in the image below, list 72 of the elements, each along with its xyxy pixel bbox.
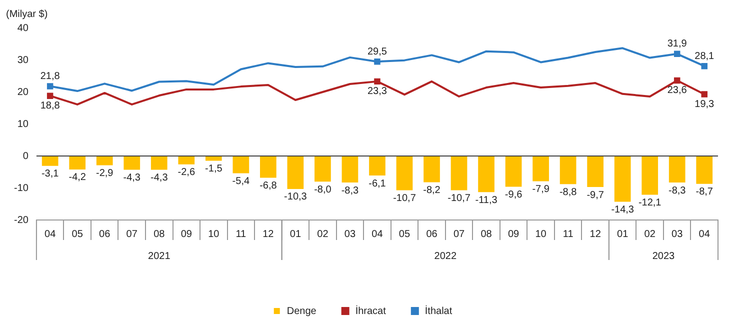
data-label: -6,1: [368, 178, 386, 190]
data-label: 19,3: [694, 98, 715, 110]
y-tick-label: -20: [14, 214, 29, 226]
x-tick-label: 11: [562, 228, 574, 240]
data-label: -4,3: [150, 172, 168, 184]
x-tick-label: 10: [535, 228, 547, 240]
data-label: -14,3: [611, 204, 634, 216]
data-label: -8,2: [423, 184, 441, 196]
data-label: 28,1: [694, 50, 715, 62]
y-axis-title: (Milyar $): [6, 8, 48, 20]
x-tick-label: 08: [154, 228, 166, 240]
data-label: 23,3: [367, 86, 388, 98]
data-label: -10,7: [448, 192, 471, 204]
data-label: -10,3: [284, 192, 308, 203]
data-label: -1,5: [205, 164, 223, 175]
x-tick-label: 07: [126, 228, 138, 240]
data-label: -9,7: [586, 190, 604, 201]
data-label: -3,1: [41, 168, 60, 180]
data-label: -11,3: [475, 194, 498, 206]
text: 2023: [652, 250, 676, 262]
data-label: -8,0: [314, 184, 332, 196]
x-tick-label: 09: [180, 228, 192, 240]
data-label: -2,6: [178, 167, 196, 178]
x-tick-label: 06: [426, 228, 438, 240]
x-tick-label: 05: [398, 228, 410, 240]
y-tick-label: 30: [17, 54, 29, 66]
data-label: -8,3: [341, 185, 360, 196]
data-label: -4,3: [123, 172, 141, 184]
x-tick-label: 02: [644, 228, 656, 240]
data-label: -6,8: [260, 180, 278, 192]
x-tick-label: 09: [508, 228, 520, 240]
x-tick-label: 07: [453, 228, 466, 240]
x-tick-label: 12: [262, 228, 274, 240]
legend-label: İthalat: [424, 304, 452, 317]
data-label: -7,9: [532, 184, 550, 196]
x-tick-label: 03: [672, 228, 684, 240]
data-label: -2,9: [96, 168, 114, 180]
legend-label: İhracat: [355, 304, 386, 317]
data-label: 23,6: [667, 85, 688, 96]
legend-label: Denge: [286, 306, 317, 317]
x-tick-label: 03: [344, 228, 356, 240]
text: 2022: [434, 250, 457, 262]
data-label: -5,4: [232, 176, 250, 188]
data-label: -12,1: [638, 197, 662, 208]
data-label: 21,8: [40, 70, 60, 82]
x-tick-label: 10: [208, 228, 220, 240]
y-tick-label: 20: [17, 86, 29, 98]
data-label: -9,6: [504, 189, 523, 200]
x-tick-label: 12: [590, 228, 602, 240]
x-tick-label: 06: [99, 228, 111, 240]
data-label: -10,7: [393, 192, 416, 204]
x-tick-label: 05: [72, 228, 84, 240]
data-label: -8,7: [696, 186, 714, 198]
x-tick-label: 01: [290, 228, 302, 240]
x-tick-label: 01: [617, 228, 629, 240]
data-label: 18,8: [40, 100, 60, 112]
x-tick-label: 11: [236, 228, 247, 240]
x-tick-label: 08: [480, 228, 492, 240]
data-label: 31,9: [667, 38, 688, 50]
x-tick-label: 04: [698, 228, 710, 240]
text: 2021: [148, 250, 171, 262]
data-label: 29,5: [367, 46, 388, 58]
data-label: -4,2: [68, 172, 86, 184]
y-tick-label: 0: [22, 150, 29, 162]
y-tick-label: 10: [17, 118, 29, 130]
x-tick-label: 04: [372, 228, 384, 240]
y-tick-label: 40: [17, 22, 29, 34]
x-tick-label: 02: [317, 228, 329, 240]
data-label: -8,8: [559, 186, 578, 198]
data-label: -8,3: [668, 185, 686, 196]
y-tick-label: -10: [14, 182, 29, 194]
x-tick-label: 04: [44, 228, 56, 240]
